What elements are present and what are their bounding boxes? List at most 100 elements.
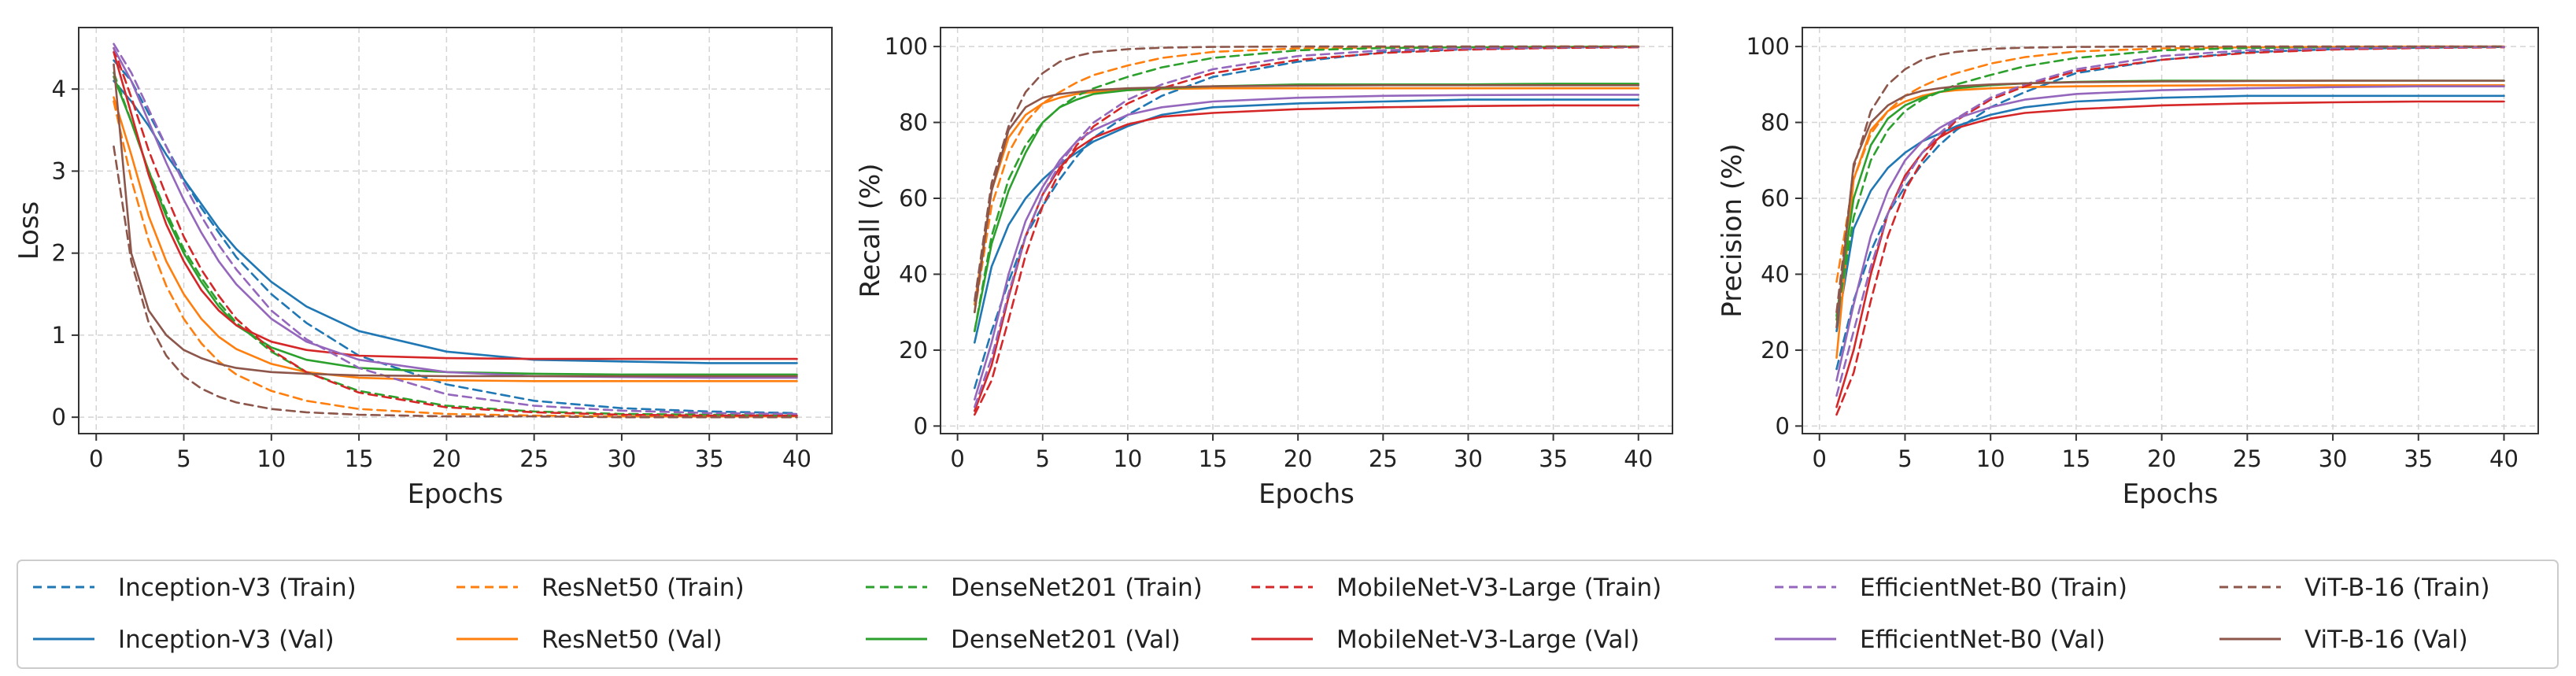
legend-label: ResNet50 (Train): [541, 574, 745, 602]
x-tick-label: 0: [89, 445, 103, 472]
series-line-vit-b-16-train: [1835, 45, 2505, 314]
series-line-inception-v3-train: [1835, 46, 2505, 371]
x-tick-label: 20: [1284, 445, 1313, 472]
series-line-mobilenet-v3-large-val: [1835, 100, 2505, 408]
legend-label: ViT-B-16 (Train): [2304, 574, 2490, 602]
series-line-resnet50-val: [113, 96, 798, 382]
y-axis-label: Loss: [13, 201, 45, 260]
legend-label: EfficientNet-B0 (Val): [1860, 626, 2105, 654]
x-tick-label: 35: [1539, 445, 1568, 472]
y-tick-label: 60: [1761, 185, 1790, 212]
x-tick-label: 5: [1036, 445, 1050, 472]
series-line-efficientnet-b0-val: [113, 46, 798, 379]
x-tick-label: 30: [2319, 445, 2348, 472]
series-line-mobilenet-v3-large-val: [113, 51, 798, 360]
y-axis-label: Precision (%): [1717, 143, 1748, 317]
series-line-mobilenet-v3-large-train: [113, 46, 798, 417]
series-line-vit-b-16-val: [113, 63, 798, 378]
x-tick-label: 25: [519, 445, 549, 472]
y-tick-label: 40: [1761, 260, 1790, 287]
y-tick-label: 4: [52, 76, 66, 102]
y-axis-label: Recall (%): [855, 163, 886, 297]
series-line-inception-v3-val: [113, 79, 798, 364]
x-tick-label: 35: [695, 445, 724, 472]
series-line-resnet50-train: [1835, 45, 2505, 283]
legend-label: Inception-V3 (Train): [118, 574, 357, 602]
x-tick-label: 25: [1369, 445, 1398, 472]
legend-label: Inception-V3 (Val): [118, 626, 334, 654]
x-tick-label: 30: [607, 445, 636, 472]
series-line-efficientnet-b0-train: [1835, 46, 2505, 397]
x-tick-label: 15: [2061, 445, 2090, 472]
plot-frame: [1802, 27, 2539, 434]
y-tick-label: 40: [899, 260, 928, 287]
series-line-mobilenet-v3-large-val: [974, 104, 1639, 412]
series-line-densenet201-val: [974, 83, 1639, 333]
series-line-efficientnet-b0-train: [974, 46, 1639, 408]
y-tick-label: 0: [914, 412, 928, 439]
x-tick-label: 10: [257, 445, 286, 472]
x-tick-label: 20: [2147, 445, 2176, 472]
plot-frame: [78, 27, 833, 434]
legend-label: EfficientNet-B0 (Train): [1860, 574, 2127, 602]
y-tick-label: 20: [899, 337, 928, 364]
y-tick-label: 60: [899, 185, 928, 212]
series-line-vit-b-16-train: [113, 145, 798, 419]
x-tick-label: 15: [345, 445, 374, 472]
y-tick-label: 80: [899, 109, 928, 136]
series-line-densenet201-train: [974, 45, 1639, 333]
x-tick-label: 40: [1624, 445, 1653, 472]
series-line-mobilenet-v3-large-train: [1835, 46, 2505, 416]
plot-frame: [940, 27, 1673, 434]
series-line-efficientnet-b0-train: [113, 42, 798, 416]
series-line-resnet50-val: [1835, 84, 2505, 359]
series-line-inception-v3-val: [1835, 94, 2505, 333]
x-tick-label: 10: [1113, 445, 1142, 472]
series-line-vit-b-16-val: [974, 84, 1639, 314]
x-tick-label: 40: [2489, 445, 2519, 472]
precision-panel: 0 5 10 15 20 25 30 35 40 0 20 40 60 80 100 Epochs Precis…: [1717, 27, 2539, 510]
x-tick-label: 30: [1454, 445, 1483, 472]
x-tick-label: 25: [2233, 445, 2262, 472]
legend-label: ResNet50 (Val): [541, 626, 723, 654]
loss-panel: 0 5 10 15 20 25 30 35 40 0 1 2 3 4 Epochs Loss: [13, 27, 833, 510]
series-line-inception-v3-val: [974, 98, 1639, 344]
y-tick-label: 100: [885, 33, 928, 60]
x-tick-label: 15: [1199, 445, 1228, 472]
series-line-efficientnet-b0-val: [1835, 85, 2505, 382]
x-tick-label: 35: [2404, 445, 2433, 472]
y-tick-label: 3: [52, 157, 66, 184]
y-tick-label: 0: [1776, 412, 1790, 439]
y-tick-label: 0: [52, 404, 66, 430]
series-line-resnet50-val: [974, 87, 1639, 306]
legend-label: ViT-B-16 (Val): [2304, 626, 2468, 654]
x-axis-label: Epochs: [2123, 478, 2219, 510]
x-tick-label: 0: [1813, 445, 1827, 472]
legend-label: DenseNet201 (Val): [951, 626, 1181, 654]
y-tick-label: 20: [1761, 337, 1790, 364]
x-tick-label: 5: [1898, 445, 1912, 472]
y-tick-label: 100: [1746, 33, 1790, 60]
legend-frame: [17, 560, 2559, 669]
recall-panel: 0 5 10 15 20 25 30 35 40 0 20 40 60 80 100 Epochs Recall…: [855, 27, 1673, 510]
legend-label: DenseNet201 (Train): [951, 574, 1203, 602]
series-line-mobilenet-v3-large-train: [974, 46, 1639, 416]
y-tick-label: 1: [52, 322, 66, 349]
series-line-densenet201-train: [113, 72, 798, 417]
legend: Inception-V3 (Train) ResNet50 (Train) Dens…: [17, 560, 2559, 669]
y-tick-label: 80: [1761, 109, 1790, 136]
x-axis-label: Epochs: [1258, 478, 1355, 510]
x-tick-label: 40: [782, 445, 811, 472]
series-line-densenet201-val: [113, 76, 798, 376]
x-tick-label: 0: [950, 445, 964, 472]
series-line-vit-b-16-val: [1835, 79, 2505, 329]
series-line-densenet201-train: [1835, 45, 2505, 321]
series-line-vit-b-16-train: [974, 45, 1639, 302]
series-line-inception-v3-train: [113, 59, 798, 415]
x-tick-label: 10: [1976, 445, 2005, 472]
x-tick-label: 20: [432, 445, 461, 472]
legend-label: MobileNet-V3-Large (Val): [1336, 626, 1639, 654]
x-tick-label: 5: [176, 445, 190, 472]
legend-label: MobileNet-V3-Large (Train): [1336, 574, 1661, 602]
